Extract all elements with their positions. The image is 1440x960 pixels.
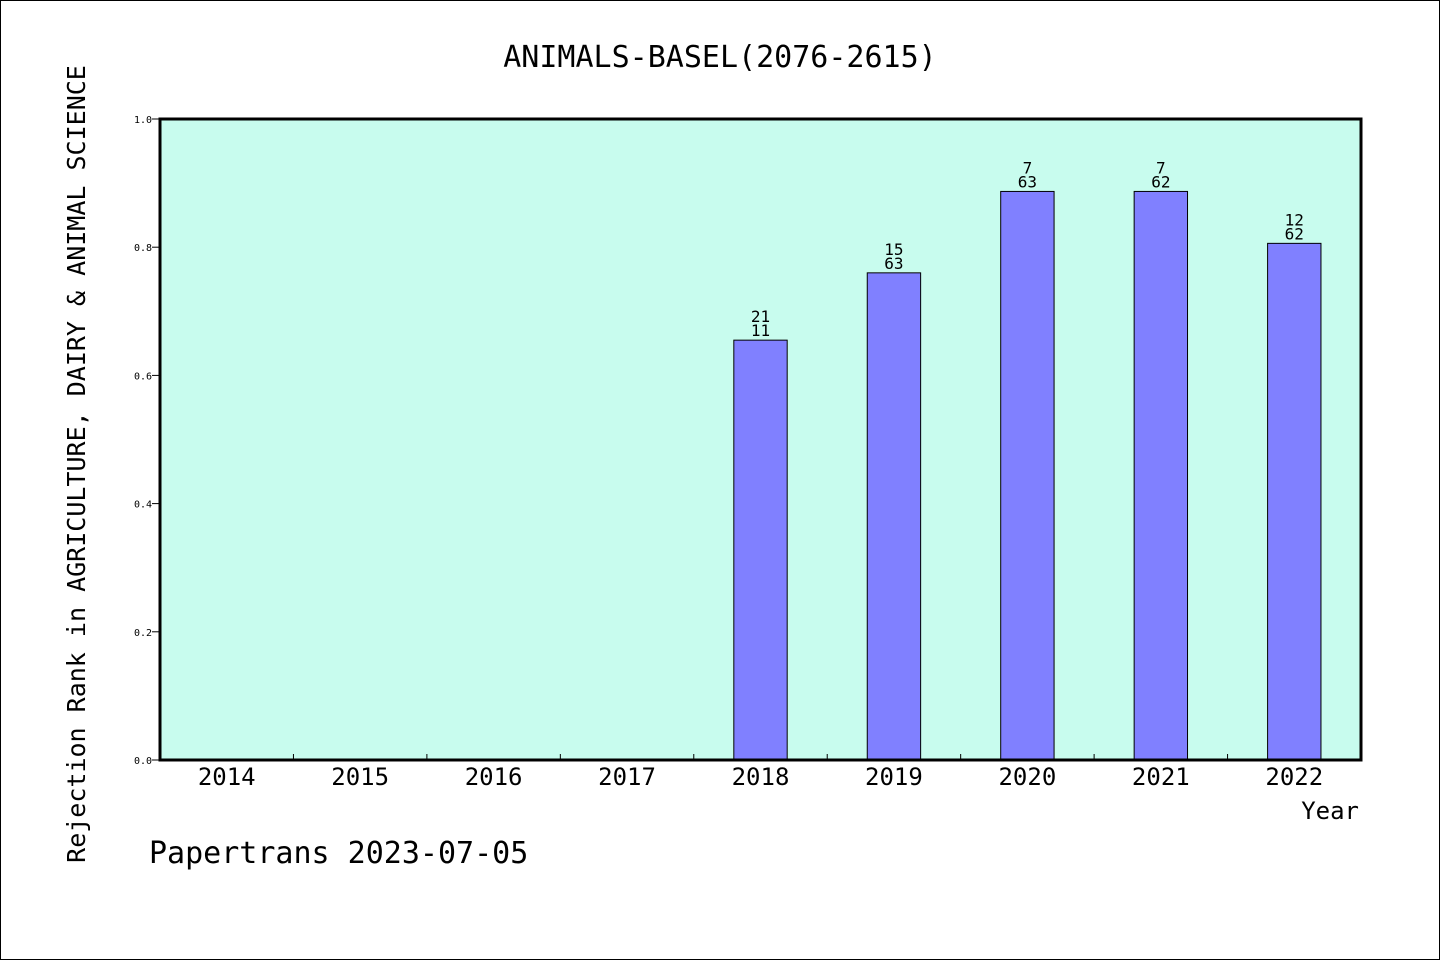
y-tick-label: 0.6 <box>134 371 152 382</box>
y-tick-label: 1.0 <box>134 115 152 126</box>
chart-title: ANIMALS-BASEL(2076-2615) <box>503 40 936 75</box>
bar-data-label: 15 <box>884 240 903 259</box>
x-tick-label: 2021 <box>1132 763 1190 791</box>
bar-data-label: 63 <box>1018 172 1037 191</box>
y-tick-label: 0.8 <box>134 243 152 254</box>
bar-2020 <box>1000 190 1055 761</box>
bar-2018 <box>733 339 788 761</box>
footer-date-text: Papertrans 2023-07-05 <box>149 836 528 871</box>
y-tick-label: 0.0 <box>134 756 152 767</box>
x-tick-label: 2017 <box>598 763 656 791</box>
x-tick-label: 2015 <box>331 763 389 791</box>
x-tick-label: 2020 <box>998 763 1056 791</box>
x-tick-label: 2014 <box>198 763 256 791</box>
bar-data-label: 21 <box>751 307 770 326</box>
y-tick-label: 0.4 <box>134 500 152 511</box>
bar-data-label: 12 <box>1285 210 1304 229</box>
bar-data-label: 63 <box>884 254 903 273</box>
bars <box>733 190 1322 761</box>
bar-data-label: 7 <box>1156 158 1166 177</box>
x-tick-label: 2018 <box>732 763 790 791</box>
bar-2019 <box>866 272 922 761</box>
bar-2021 <box>1133 190 1189 761</box>
x-tick-label: 2022 <box>1265 763 1323 791</box>
plot-frame <box>158 117 1363 762</box>
bar-data-label: 11 <box>751 321 770 340</box>
x-axis-ticks: 2014 2015 2016 2017 2018 2019 2020 2021 2022 <box>198 754 1323 791</box>
y-axis-label: Rejection Rank in AGRICULTURE, DAIRY & A… <box>62 65 91 863</box>
bar-data-label: 62 <box>1285 224 1304 243</box>
bar-2022 <box>1267 242 1322 761</box>
x-tick-label: 2016 <box>465 763 523 791</box>
bar-data-label: 62 <box>1151 172 1170 191</box>
y-axis-ticks: 0.0 0.2 0.4 0.6 0.8 1.0 <box>134 115 160 767</box>
x-axis-label: Year <box>1301 797 1359 825</box>
y-tick-label: 0.2 <box>134 628 152 639</box>
x-tick-label: 2019 <box>865 763 923 791</box>
bar-data-label: 7 <box>1023 158 1033 177</box>
